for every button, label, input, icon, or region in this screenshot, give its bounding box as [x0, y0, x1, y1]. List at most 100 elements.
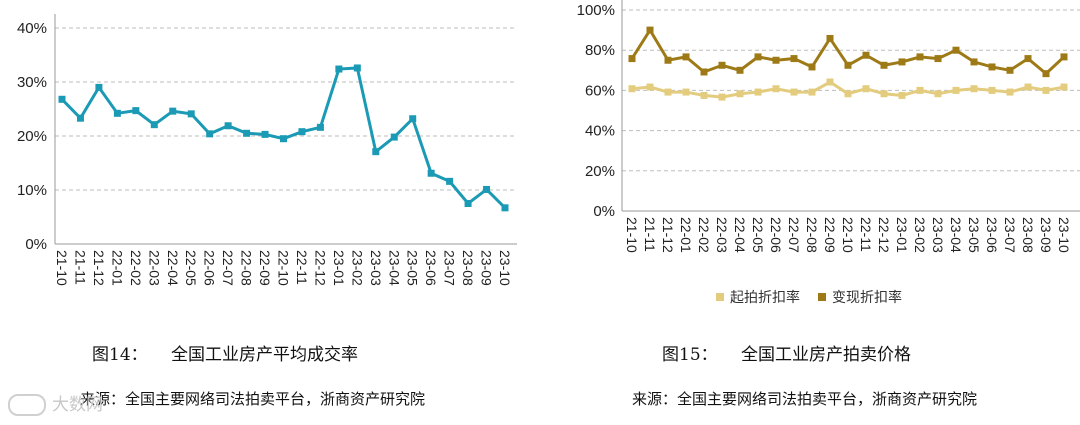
data-point [628, 55, 636, 63]
x-tick-label: 21-12 [91, 250, 107, 286]
watermark-logo-icon [8, 394, 46, 416]
data-point [826, 78, 834, 86]
x-tick-label: 22-08 [239, 250, 255, 286]
x-tick-label: 22-04 [732, 217, 748, 253]
data-point [772, 85, 780, 93]
data-point [1024, 55, 1032, 63]
data-point [916, 53, 924, 61]
data-point [1006, 88, 1014, 96]
x-tick-label: 23-01 [894, 217, 910, 253]
x-tick-label: 22-07 [786, 217, 802, 253]
data-point [261, 130, 269, 138]
data-point [1042, 70, 1050, 78]
data-point [646, 83, 654, 91]
x-tick-label: 21-10 [624, 217, 640, 253]
x-tick-label: 23-03 [368, 250, 384, 286]
data-point [700, 91, 708, 99]
data-point [501, 204, 509, 212]
y-tick-label: 60% [585, 82, 615, 99]
x-tick-label: 22-11 [294, 250, 310, 285]
x-tick-label: 22-01 [678, 217, 694, 253]
data-point [718, 61, 726, 69]
legend-label: 变现折扣率 [832, 289, 902, 306]
x-tick-label: 23-02 [912, 217, 928, 253]
legend-marker [818, 293, 826, 301]
data-point [372, 148, 380, 156]
data-point [243, 129, 251, 137]
data-point [952, 86, 960, 94]
data-point [808, 63, 816, 71]
data-point [790, 88, 798, 96]
x-tick-label: 23-10 [1056, 217, 1072, 253]
data-point [628, 85, 636, 93]
x-tick-label: 23-07 [1002, 217, 1018, 253]
x-tick-label: 23-09 [1038, 217, 1054, 253]
data-point [664, 56, 672, 64]
figure15-caption-title: 全国工业房产拍卖价格 [741, 345, 912, 365]
data-point [988, 63, 996, 71]
data-point [1042, 86, 1050, 94]
x-tick-label: 23-08 [460, 250, 476, 286]
x-tick-label: 22-06 [768, 217, 784, 253]
figure14-caption: 图14： 全国工业房产平均成交率 [92, 340, 358, 365]
y-tick-label: 40% [585, 123, 615, 140]
data-point [58, 95, 66, 103]
x-tick-label: 23-04 [948, 217, 964, 253]
figure14-caption-number: 图14： [92, 345, 148, 365]
y-tick-label: 20% [17, 128, 47, 145]
x-tick-label: 23-05 [966, 217, 982, 253]
y-tick-label: 10% [17, 182, 47, 199]
y-tick-label: 30% [17, 74, 47, 91]
data-point [1006, 66, 1014, 74]
watermark: 大数网 [8, 390, 103, 416]
data-point [988, 86, 996, 94]
figure15-source: 来源：全国主要网络司法拍卖平台，浙商资产研究院 [632, 390, 978, 408]
data-point [898, 58, 906, 66]
data-point [1060, 53, 1068, 61]
x-tick-label: 21-10 [54, 250, 70, 286]
data-point [409, 115, 417, 123]
data-point [772, 56, 780, 64]
data-point [754, 53, 762, 61]
x-tick-label: 22-05 [750, 217, 766, 253]
data-point [187, 110, 195, 118]
x-tick-label: 23-08 [1020, 217, 1036, 253]
x-tick-label: 22-08 [804, 217, 820, 253]
x-tick-label: 23-07 [442, 250, 458, 286]
x-tick-label: 21-11 [642, 217, 658, 252]
x-tick-label: 21-11 [72, 250, 88, 285]
x-tick-label: 22-06 [202, 250, 218, 286]
data-point [298, 128, 306, 136]
x-tick-label: 23-05 [405, 250, 421, 286]
data-point [808, 88, 816, 96]
data-point [132, 107, 140, 115]
y-tick-label: 20% [585, 163, 615, 180]
data-point [898, 91, 906, 99]
data-point [682, 88, 690, 96]
x-tick-label: 22-10 [276, 250, 292, 286]
data-point [790, 55, 798, 63]
y-tick-label: 100% [577, 2, 615, 19]
data-point [826, 34, 834, 42]
data-point [682, 53, 690, 61]
chart-1: 0%10%20%30%40%21-10 21-11 21-12 22-01 22-02 2… [17, 14, 517, 286]
data-point [862, 51, 870, 59]
legend-label: 起拍折扣率 [730, 289, 800, 306]
x-tick-label: 23-03 [930, 217, 946, 253]
data-point [169, 107, 177, 115]
x-tick-label: 22-03 [714, 217, 730, 253]
data-point [483, 185, 491, 193]
x-tick-label: 22-09 [822, 217, 838, 253]
x-tick-label: 22-12 [876, 217, 892, 253]
data-point [844, 61, 852, 69]
x-tick-label: 23-06 [984, 217, 1000, 253]
x-tick-label: 23-09 [479, 250, 495, 286]
data-point [862, 85, 870, 93]
x-tick-label: 21-12 [660, 217, 676, 253]
x-tick-label: 23-04 [386, 250, 402, 286]
data-point [952, 46, 960, 54]
data-point [113, 109, 121, 117]
figure14-caption-title: 全国工业房产平均成交率 [171, 345, 359, 365]
data-point [427, 169, 435, 177]
data-point [206, 130, 214, 138]
